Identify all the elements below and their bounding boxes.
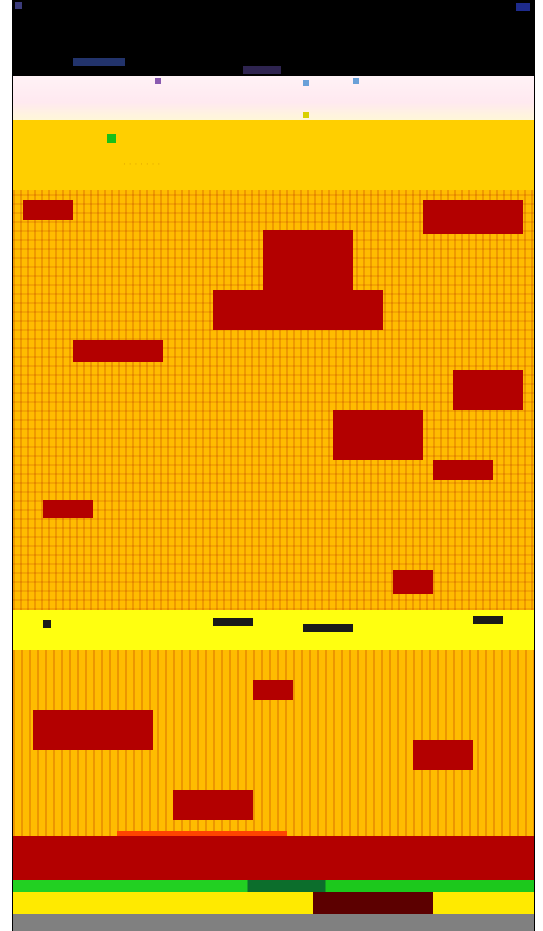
image-detail (33, 710, 153, 750)
toolbar-dot-icon[interactable] (353, 78, 359, 84)
green-square-icon[interactable] (107, 134, 116, 143)
image-detail (253, 680, 293, 700)
status-bar (13, 914, 534, 931)
image-detail (393, 570, 433, 594)
strip-detail (303, 624, 353, 632)
image-detail (73, 340, 163, 362)
status-strip (13, 892, 534, 914)
image-detail (453, 370, 523, 410)
image-detail (43, 500, 93, 518)
toolbar-dot-icon[interactable] (303, 112, 309, 118)
window-control-icon[interactable] (516, 3, 530, 11)
highlight-strip (13, 610, 534, 650)
bottom-panel (13, 836, 534, 880)
app-window: · · · · · · · (12, 0, 535, 931)
image-detail (423, 200, 523, 234)
title-bar-decoration (243, 66, 281, 74)
strip-detail (213, 618, 253, 626)
strip-detail (473, 616, 503, 624)
image-detail (173, 790, 253, 820)
image-detail (213, 290, 383, 330)
title-bar-decoration (73, 58, 125, 66)
image-canvas[interactable] (13, 190, 534, 610)
image-detail (413, 740, 473, 770)
title-bar (13, 0, 534, 76)
image-canvas-lower[interactable] (13, 650, 534, 836)
strip-detail (43, 620, 51, 628)
toolbar-dot-icon[interactable] (155, 78, 161, 84)
toolbar (13, 76, 534, 120)
image-detail (23, 200, 73, 220)
band-decoration: · · · · · · · (123, 160, 161, 170)
orange-marker (117, 831, 287, 837)
status-block (313, 892, 433, 914)
window-menu-icon[interactable] (15, 2, 22, 9)
image-detail (433, 460, 493, 480)
progress-bar (13, 880, 534, 892)
header-band: · · · · · · · (13, 120, 534, 190)
toolbar-dot-icon[interactable] (303, 80, 309, 86)
image-detail (333, 410, 423, 460)
